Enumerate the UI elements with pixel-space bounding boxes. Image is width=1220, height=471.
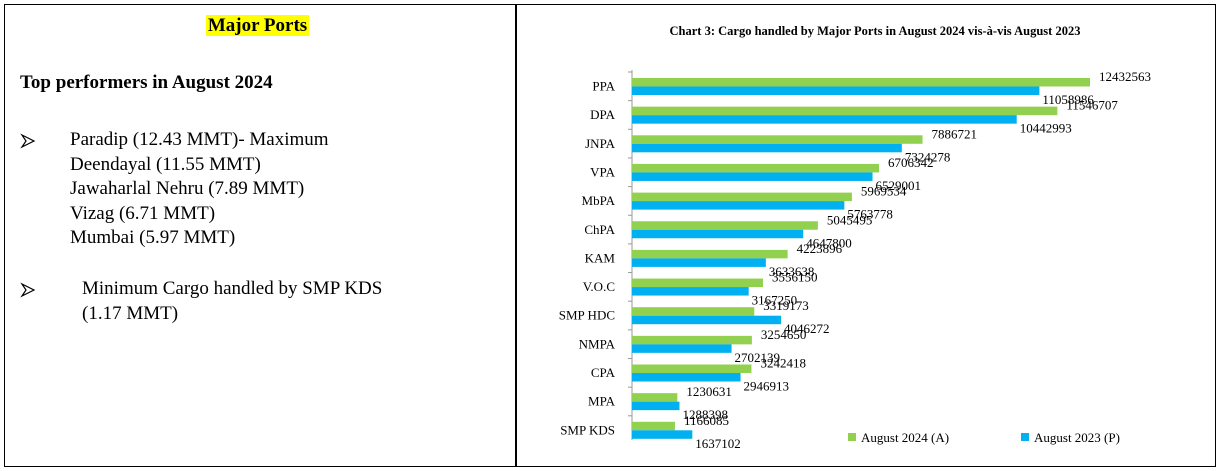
category-label: SMP HDC — [559, 308, 615, 323]
value-label: 5763778 — [847, 207, 893, 222]
legend-swatch — [848, 433, 856, 441]
bar — [632, 258, 766, 267]
bullet-line: Paradip (12.43 MMT)- Maximum — [70, 129, 329, 150]
heading-text: Major Ports — [205, 15, 310, 36]
value-label: 1637102 — [695, 436, 741, 451]
value-label: 4046272 — [784, 321, 830, 336]
bar — [632, 221, 818, 230]
legend-label: August 2024 (A) — [861, 430, 949, 445]
bar — [632, 249, 788, 259]
bar — [632, 172, 873, 181]
category-label: MbPA — [582, 193, 616, 208]
value-label: 7324278 — [905, 149, 951, 164]
value-label: 2702139 — [735, 350, 781, 365]
bar — [632, 201, 845, 210]
bar — [632, 344, 732, 353]
value-label: 4647800 — [806, 235, 852, 250]
bar — [632, 393, 678, 402]
category-label: NMPA — [579, 336, 616, 351]
bar — [632, 143, 902, 153]
category-label: KAM — [585, 250, 616, 265]
value-label: 3556150 — [772, 270, 818, 285]
value-label: 3319173 — [763, 298, 809, 313]
category-label: ChPA — [584, 222, 615, 237]
category-label: MPA — [588, 394, 616, 409]
bar — [632, 78, 1090, 87]
value-label: 6529001 — [876, 178, 922, 193]
bullet-line: (1.17 MMT) — [82, 302, 179, 324]
bullet-line: Deendayal (11.55 MMT) — [70, 153, 261, 175]
chart-title-box: Chart 3: Cargo handled by Major Ports in… — [555, 23, 1195, 39]
value-label: 1230631 — [686, 384, 732, 399]
bar — [632, 135, 923, 144]
value-label: 7886721 — [932, 126, 978, 141]
bar — [632, 163, 880, 173]
bar — [632, 401, 680, 411]
value-label: 11546707 — [1066, 98, 1118, 113]
value-label: 2946913 — [744, 379, 790, 394]
bar — [632, 229, 804, 239]
category-label: VPA — [590, 164, 615, 179]
bar — [632, 421, 675, 431]
value-label: 11058986 — [1042, 92, 1094, 107]
category-label: CPA — [591, 365, 616, 380]
value-label: 12432563 — [1099, 69, 1151, 84]
legend-swatch — [1021, 433, 1029, 441]
subheading: Top performers in August 2024 — [20, 72, 273, 93]
category-label: PPA — [592, 79, 615, 94]
category-label: V.O.C — [583, 279, 615, 294]
table-border — [4, 4, 1216, 467]
value-label: 3254650 — [761, 327, 807, 342]
bar — [632, 287, 749, 296]
bullet-line: Minimum Cargo handled by SMP KDS — [82, 278, 383, 299]
value-label: 3242418 — [760, 356, 806, 371]
bar — [632, 307, 755, 316]
bar — [632, 278, 764, 288]
category-label: JNPA — [585, 136, 615, 151]
bar — [632, 115, 1017, 124]
bullet-line: Vizag (6.71 MMT) — [70, 202, 216, 224]
bar — [632, 430, 693, 439]
bullet-arrow — [20, 282, 36, 298]
chart-title: Chart 3: Cargo handled by Major Ports in… — [669, 24, 1081, 38]
value-label: 5045495 — [827, 212, 873, 227]
bar — [632, 373, 741, 382]
heading: Major Ports — [0, 15, 515, 37]
legend-label: August 2023 (P) — [1034, 430, 1120, 445]
value-label: 4223896 — [797, 241, 843, 256]
category-label: DPA — [590, 107, 615, 122]
bar — [632, 335, 752, 345]
bar — [632, 315, 782, 325]
bar — [632, 192, 852, 202]
bar — [632, 86, 1040, 95]
value-label: 3633638 — [769, 264, 815, 279]
bullet-arrow — [20, 133, 36, 149]
bullet-line: Jawaharlal Nehru (7.89 MMT) — [70, 178, 305, 199]
bar — [632, 364, 752, 373]
value-label: 1288398 — [682, 407, 728, 422]
bullet-line: Mumbai (5.97 MMT) — [70, 227, 236, 248]
cell-divider — [515, 4, 517, 467]
bar — [632, 106, 1058, 116]
value-label: 1166085 — [684, 413, 729, 428]
value-label: 6706342 — [888, 155, 934, 170]
value-label: 10442993 — [1020, 121, 1072, 136]
value-label: 3167250 — [752, 293, 798, 308]
value-label: 5969534 — [861, 184, 907, 199]
category-label: SMP KDS — [560, 422, 615, 437]
